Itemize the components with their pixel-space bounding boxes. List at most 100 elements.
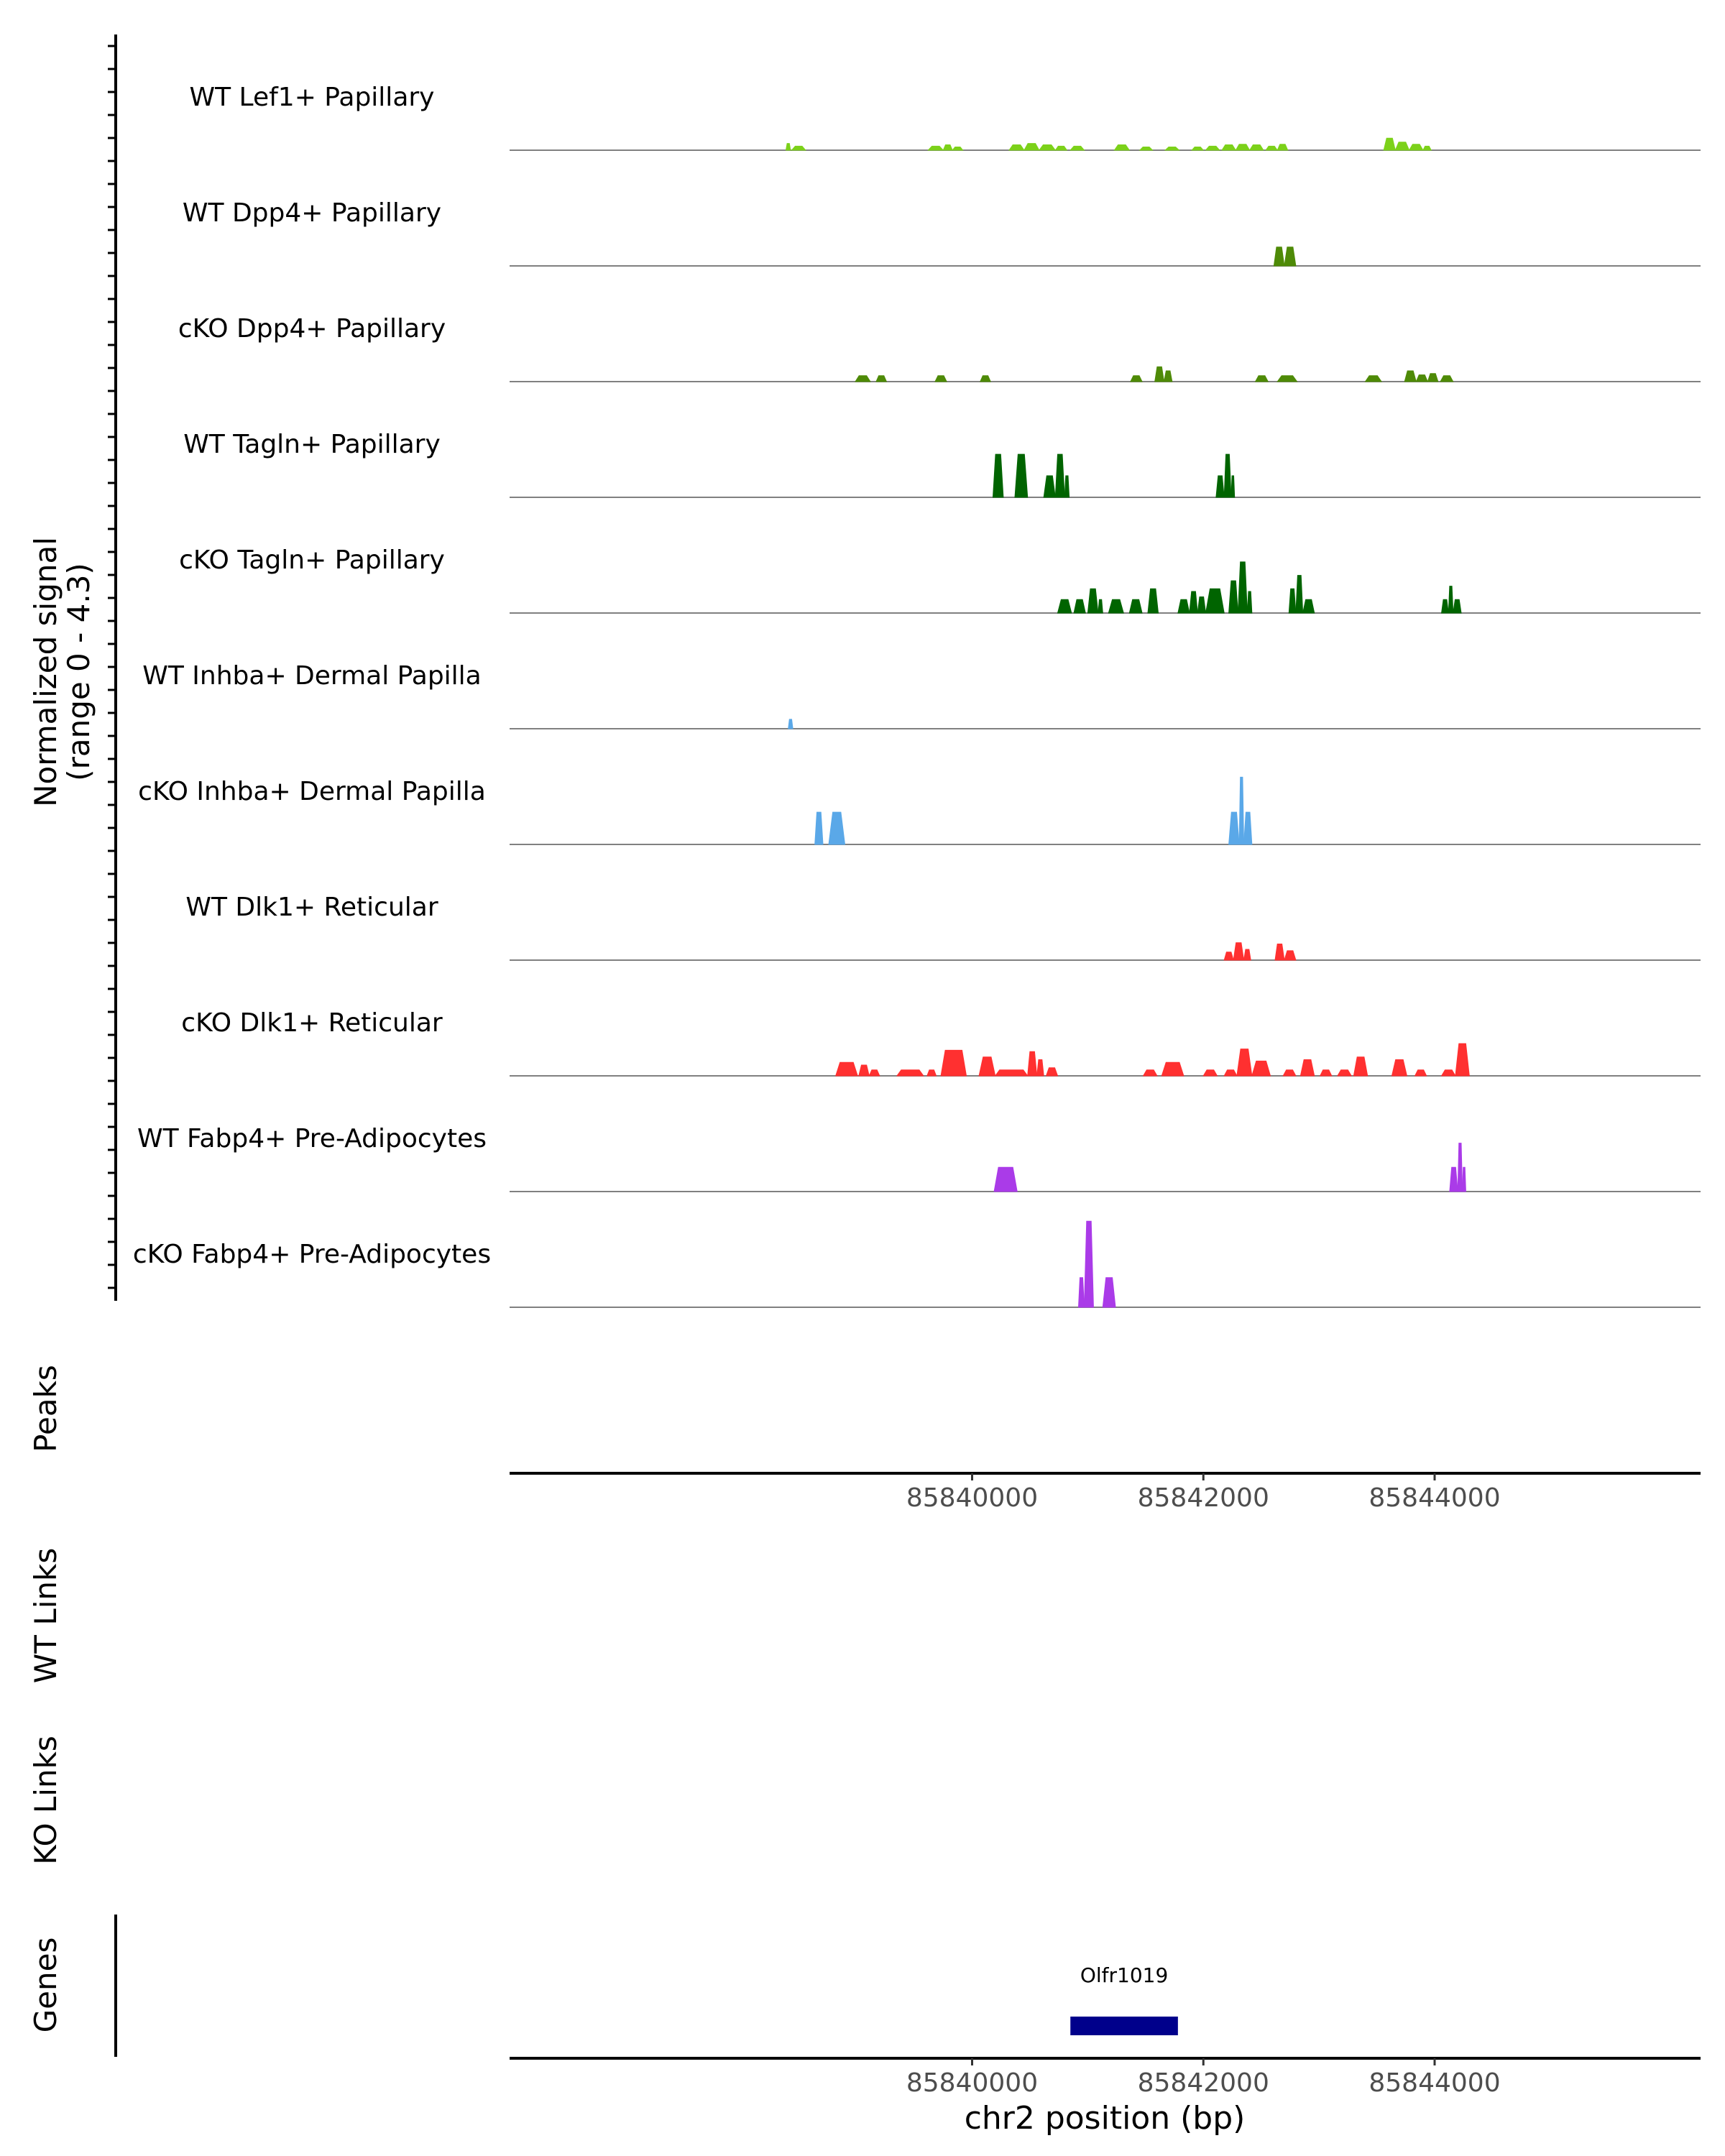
wt-links-panel-label: WT Links <box>28 1548 63 1683</box>
coverage-peak <box>1057 599 1072 614</box>
track: WT Inhba+ Dermal Papilla <box>142 661 1701 729</box>
coverage-peak <box>1197 596 1207 614</box>
coverage-peak <box>1246 591 1253 614</box>
gene-body <box>1070 2017 1178 2035</box>
track: WT Dpp4+ Papillary <box>183 198 1701 267</box>
coverage-peak <box>1177 599 1190 614</box>
x-tick-label: 85842000 <box>1138 2068 1269 2098</box>
coverage-peak <box>1414 1069 1427 1077</box>
ko-links-panel-label: KO Links <box>28 1736 63 1865</box>
coverage-peak <box>868 1069 880 1077</box>
coverage-peak <box>788 719 794 729</box>
coverage-peak <box>934 375 947 382</box>
coverage-peak <box>1064 475 1070 498</box>
coverage-peak <box>1164 147 1180 151</box>
coverage-peak <box>980 375 991 382</box>
peaks-panel-label: Peaks <box>28 1365 63 1452</box>
coverage-peak <box>1130 375 1143 382</box>
coverage-peak <box>994 1069 1029 1077</box>
coverage-peak <box>1215 475 1225 498</box>
coverage-peak <box>875 375 888 382</box>
coverage-peak <box>1070 145 1085 151</box>
coverage-peak <box>1337 1069 1353 1077</box>
genes-panel-label: Genes <box>28 1938 63 2033</box>
coverage-peak <box>858 1064 870 1077</box>
coverage-peak <box>978 1056 996 1077</box>
coverage-peak <box>1045 1067 1059 1077</box>
coverage-peak <box>1138 147 1154 151</box>
y-axis-range-label: (range 0 - 4.3) <box>61 563 96 781</box>
coverage-tracks: WT Lef1+ Papillary WT Dpp4+ Papillary cKO … <box>133 83 1701 1308</box>
coverage-peak <box>791 145 806 151</box>
coverage-peak <box>927 145 944 151</box>
coverage-peak <box>1233 942 1245 961</box>
coverage-peak <box>1008 144 1025 151</box>
track-label: cKO Inhba+ Dermal Papilla <box>138 777 486 806</box>
track-label: WT Inhba+ Dermal Papilla <box>142 661 481 691</box>
track: WT Tagln+ Papillary <box>183 430 1701 498</box>
track: cKO Inhba+ Dermal Papilla <box>138 776 1701 845</box>
coverage-peak <box>1142 1069 1158 1077</box>
coverage-peak <box>1455 1043 1470 1077</box>
x-axis-title: chr2 position (bp) <box>965 2100 1246 2137</box>
coverage-peak <box>1163 370 1173 382</box>
coverage-peak <box>1024 143 1040 151</box>
coverage-peak <box>785 143 791 151</box>
track-label: WT Lef1+ Papillary <box>190 83 435 112</box>
coverage-peak <box>1273 247 1285 267</box>
coverage-peak <box>1319 1069 1333 1077</box>
coverage-peak <box>1128 599 1143 614</box>
coverage-peak <box>1415 374 1429 382</box>
x-tick-label: 85840000 <box>906 1483 1038 1513</box>
coverage-peak <box>1205 588 1225 614</box>
track-label: cKO Tagln+ Papillary <box>179 545 445 575</box>
x-tick-label: 85842000 <box>1138 1483 1269 1513</box>
coverage-peak <box>1383 137 1396 151</box>
x-axis-ticks-bottom: 85840000 85842000 85844000 <box>906 2058 1501 2098</box>
coverage-peak <box>1453 599 1462 614</box>
x-tick-label: 85840000 <box>906 2068 1038 2098</box>
coverage-peak <box>1440 1069 1456 1077</box>
coverage-peak <box>1054 453 1065 498</box>
coverage-peak <box>1235 144 1251 151</box>
coverage-peak <box>1243 811 1253 845</box>
coverage-peak <box>1288 588 1297 614</box>
coverage-peak <box>1223 952 1234 961</box>
gene-label: Olfr1019 <box>1080 1963 1168 1987</box>
coverage-peak <box>1073 599 1086 614</box>
track-label: WT Dpp4+ Papillary <box>183 198 441 228</box>
coverage-peak <box>1191 147 1205 151</box>
track: cKO Tagln+ Papillary <box>179 545 1701 614</box>
track-label: WT Fabp4+ Pre-Adipocytes <box>137 1124 487 1153</box>
coverage-peak <box>1408 144 1424 151</box>
coverage-peak <box>1228 580 1239 614</box>
coverage-peak <box>1251 1060 1271 1077</box>
coverage-peak <box>993 1166 1018 1192</box>
coverage-peak <box>1189 591 1198 614</box>
coverage-peak <box>1043 475 1056 498</box>
coverage-peak <box>1223 1069 1238 1077</box>
track: WT Fabp4+ Pre-Adipocytes <box>137 1124 1701 1192</box>
coverage-peak <box>1364 375 1382 382</box>
coverage-peak <box>1265 145 1279 151</box>
coverage-peak <box>1223 453 1232 498</box>
track-label: cKO Fabp4+ Pre-Adipocytes <box>133 1240 491 1269</box>
coverage-peak <box>1391 1059 1408 1077</box>
coverage-peak <box>1083 1220 1094 1308</box>
coverage-peak <box>1014 453 1029 498</box>
coverage-peak <box>1038 144 1057 151</box>
track: cKO Dpp4+ Papillary <box>178 314 1701 382</box>
track: cKO Fabp4+ Pre-Adipocytes <box>133 1220 1701 1308</box>
coverage-peak <box>1302 599 1315 614</box>
coverage-peak <box>1353 1056 1368 1077</box>
track-label: cKO Dlk1+ Reticular <box>181 1008 443 1038</box>
coverage-peak <box>1448 586 1454 614</box>
coverage-peak <box>1102 1277 1116 1308</box>
coverage-peak <box>1077 1277 1085 1308</box>
x-tick-label: 85844000 <box>1368 1483 1500 1513</box>
coverage-peak <box>1440 375 1454 382</box>
coverage-peak <box>1300 1059 1315 1077</box>
coverage-peak <box>1243 949 1251 961</box>
track-label: WT Dlk1+ Reticular <box>185 893 438 922</box>
coverage-peak <box>1237 561 1248 614</box>
